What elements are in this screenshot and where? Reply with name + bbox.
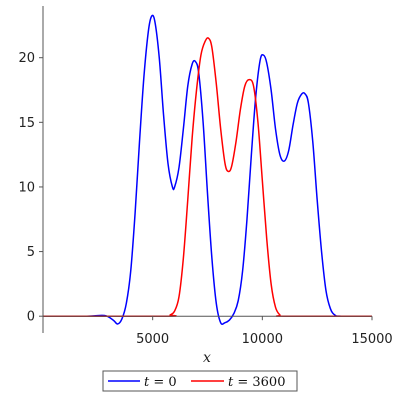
y-tick-label-0: 0	[27, 310, 35, 325]
plot-area	[42, 14, 373, 325]
axes: 5000 10000 15000 0 5 10 15 20	[18, 6, 393, 347]
x-tick-label-5000: 5000	[136, 332, 169, 347]
y-tick-label-15: 15	[18, 116, 35, 131]
legend: t = 0 t = 3600	[102, 370, 298, 392]
x-tick-label-15000: 15000	[351, 332, 392, 347]
x-axis-label: x	[203, 350, 211, 366]
y-tick-label-10: 10	[18, 180, 35, 195]
series-line-t3600	[42, 37, 373, 318]
legend-label-t0-var: t	[144, 375, 150, 390]
y-tick-label-5: 5	[27, 245, 35, 260]
legend-label-t0: t = 0	[144, 375, 177, 390]
series-line-t0	[42, 14, 373, 325]
legend-label-t0-value: = 0	[149, 375, 176, 390]
legend-label-t3600-var: t	[228, 375, 234, 390]
y-tick-label-20: 20	[18, 51, 35, 66]
x-tick-label-10000: 10000	[242, 332, 283, 347]
legend-label-t3600-value: = 3600	[233, 375, 285, 390]
legend-label-t3600: t = 3600	[228, 375, 285, 390]
